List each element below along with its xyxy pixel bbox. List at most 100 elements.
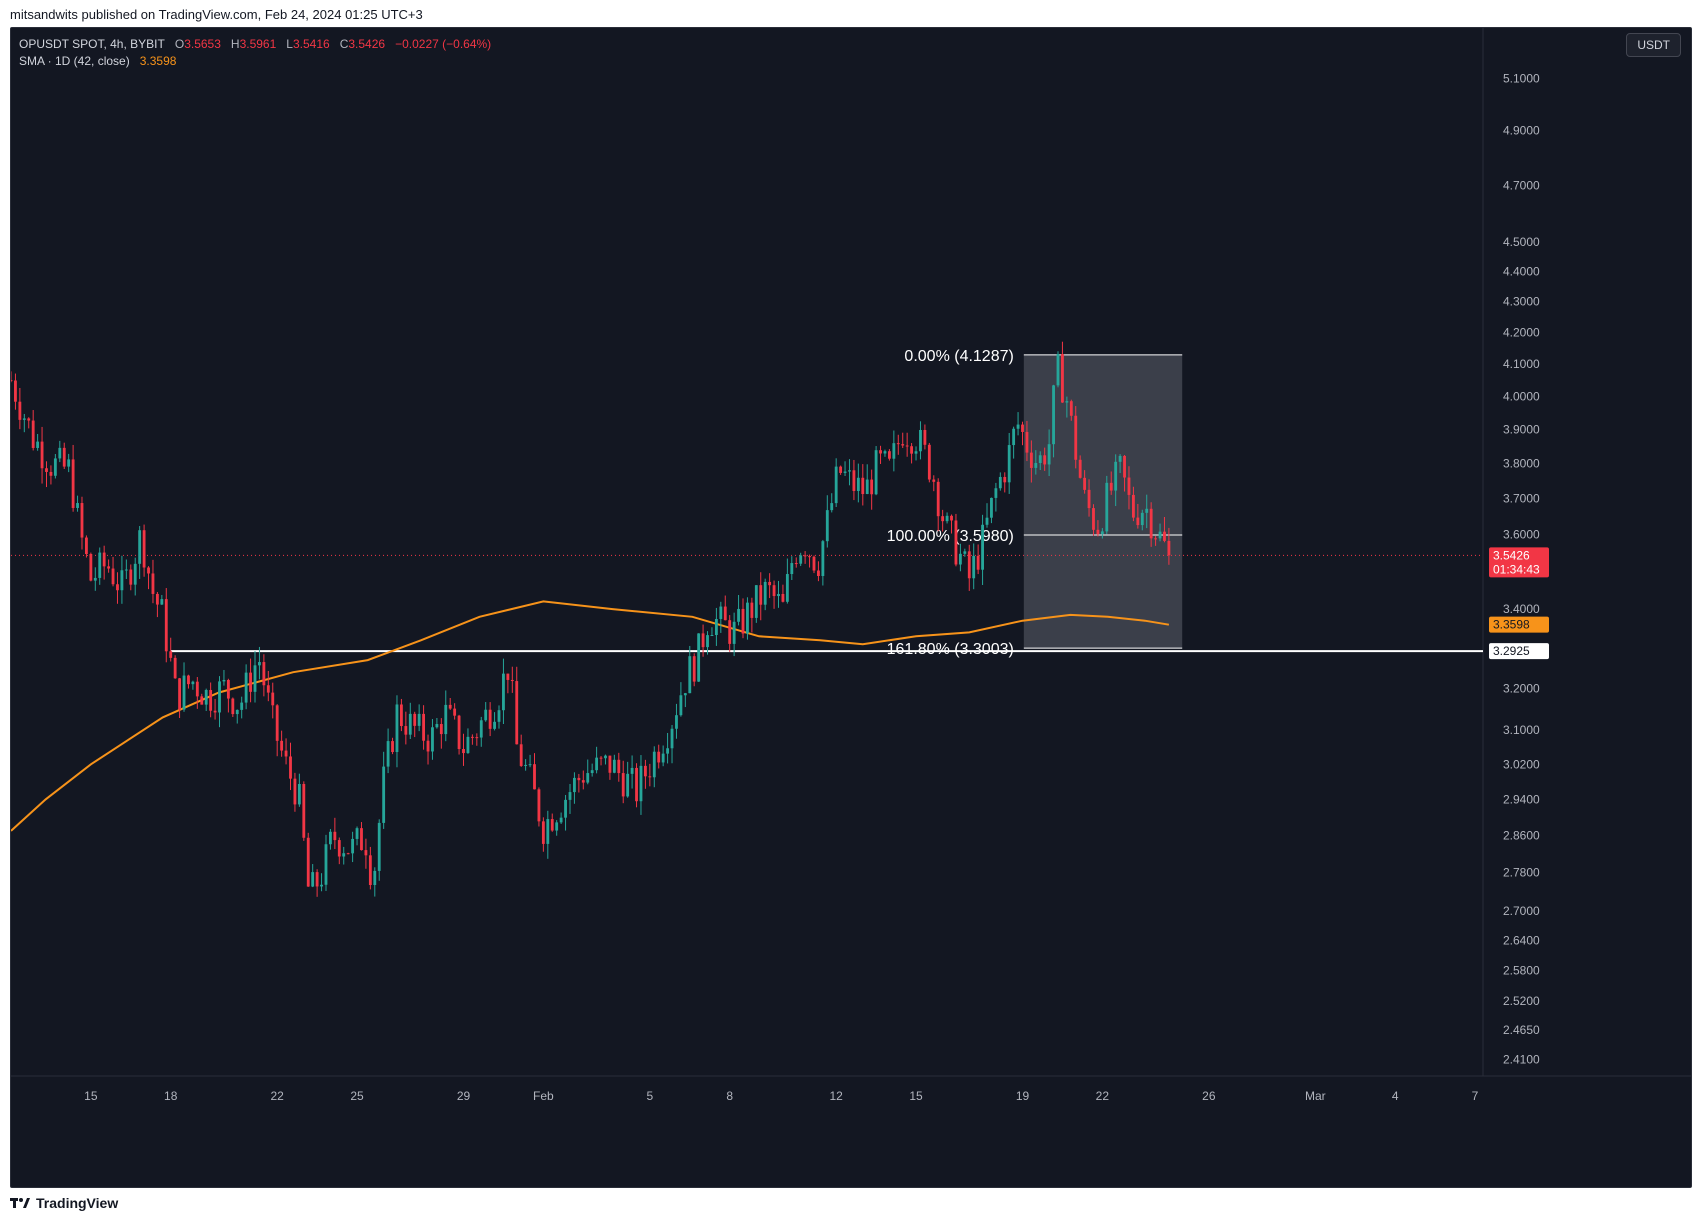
candle-body: [919, 429, 922, 452]
candle-body: [621, 773, 625, 797]
tradingview-logo-icon: [10, 1198, 30, 1208]
candle-body: [164, 599, 168, 652]
candle-body: [568, 792, 572, 800]
candle-body: [954, 520, 958, 565]
candle-body: [147, 567, 150, 574]
price-tick-label: 3.9000: [1503, 423, 1540, 437]
candle-body: [879, 450, 882, 454]
candle-body: [431, 727, 434, 752]
fib-level-label: 161.80% (3.3003): [887, 641, 1014, 658]
candle-body: [701, 633, 705, 648]
candle-body: [608, 755, 612, 773]
candle-body: [1096, 529, 1100, 535]
candle-body: [1034, 463, 1038, 468]
candle-body: [1109, 482, 1113, 491]
candle-body: [493, 721, 496, 729]
candle-body: [231, 698, 235, 715]
price-tick-label: 3.0200: [1503, 757, 1540, 771]
candle-body: [289, 756, 292, 779]
candle-body: [1100, 531, 1104, 535]
time-tick-label: Mar: [1305, 1089, 1326, 1103]
candle-body: [1145, 508, 1149, 513]
close-value: 3.5426: [348, 37, 386, 51]
candle-body: [941, 516, 945, 522]
price-chart[interactable]: 5.1000 4.9000 4.7000 4.5000 4.4000 4.3000 4.20…: [11, 28, 1691, 1187]
time-tick-label: 22: [1096, 1089, 1110, 1103]
candle-body: [861, 477, 865, 495]
time-tick-label: 12: [829, 1089, 843, 1103]
candle-body: [342, 853, 346, 857]
sma-line: [11, 600, 1170, 832]
candle-body: [1123, 455, 1126, 478]
candle-body: [896, 443, 900, 445]
candle-body: [258, 662, 261, 666]
candle-body: [1154, 538, 1158, 540]
candle-body: [746, 602, 749, 634]
price-tick-label: 2.7000: [1503, 904, 1540, 918]
candle-body: [581, 780, 585, 783]
support-price-badge-bg: [1489, 643, 1549, 660]
price-tick-label: 3.2000: [1503, 681, 1540, 695]
candle-body: [688, 656, 692, 694]
time-tick-label: 8: [726, 1089, 733, 1103]
candle-body: [448, 704, 452, 709]
last-price-badge: 3.5426: [1493, 548, 1530, 562]
candle-body: [195, 681, 199, 697]
time-tick-label: 29: [457, 1089, 471, 1103]
candle-body: [133, 563, 137, 585]
candle-body: [936, 481, 940, 517]
chart-legend: OPUSDT SPOT, 4h, BYBIT O3.5653 H3.5961 L…: [19, 36, 491, 70]
time-tick-label: 25: [350, 1089, 364, 1103]
footer-brand[interactable]: TradingView: [10, 1195, 118, 1211]
candle-body: [927, 444, 931, 480]
candle-body: [80, 503, 84, 538]
candle-body: [1052, 385, 1055, 445]
candle-body: [1131, 494, 1135, 518]
candle-body: [155, 593, 159, 605]
candle-body: [994, 488, 998, 498]
time-tick-label: 18: [164, 1089, 178, 1103]
candle-body: [1065, 401, 1069, 403]
candle-body: [612, 759, 616, 773]
candle-body: [142, 530, 146, 568]
candle-body: [910, 446, 914, 454]
open-label: O: [174, 37, 185, 51]
candle-body: [1158, 531, 1162, 539]
time-tick-label: 22: [271, 1089, 285, 1103]
candle-body: [808, 556, 811, 558]
candle-body: [22, 418, 26, 420]
candle-body: [732, 621, 736, 644]
price-tick-label: 2.4650: [1503, 1023, 1540, 1037]
symbol-label[interactable]: OPUSDT SPOT, 4h, BYBIT: [19, 37, 165, 51]
candle-body: [40, 441, 44, 469]
candle-body: [990, 497, 993, 518]
candle-body: [373, 870, 377, 886]
candle-body: [364, 850, 368, 856]
chart-frame[interactable]: 5.1000 4.9000 4.7000 4.5000 4.4000 4.3000 4.20…: [10, 27, 1692, 1188]
sma-row: SMA · 1D (42, close) 3.3598: [19, 53, 491, 70]
sma-label[interactable]: SMA · 1D (42, close): [19, 54, 130, 68]
candle-body: [1078, 459, 1082, 478]
time-tick-label: 4: [1392, 1089, 1399, 1103]
candle-body: [351, 838, 355, 854]
currency-button[interactable]: USDT: [1626, 33, 1681, 57]
candle-body: [36, 441, 40, 448]
candle-body: [11, 380, 13, 382]
candle-body: [484, 709, 488, 721]
time-tick-label: 15: [909, 1089, 923, 1103]
candle-body: [1003, 476, 1007, 483]
candle-body: [107, 566, 111, 569]
candle-body: [1056, 354, 1060, 386]
candle-body: [1163, 531, 1166, 541]
candle-body: [945, 515, 949, 522]
candle-body: [1140, 512, 1144, 526]
sma-value: 3.3598: [139, 54, 177, 68]
time-tick-label: 19: [1016, 1089, 1030, 1103]
candle-body: [226, 679, 230, 699]
price-tick-label: 4.0000: [1503, 389, 1540, 403]
candle-body: [675, 715, 678, 729]
candle-body: [271, 692, 275, 706]
candle-body: [53, 458, 57, 476]
candle-body: [293, 778, 297, 805]
candle-body: [27, 418, 31, 421]
